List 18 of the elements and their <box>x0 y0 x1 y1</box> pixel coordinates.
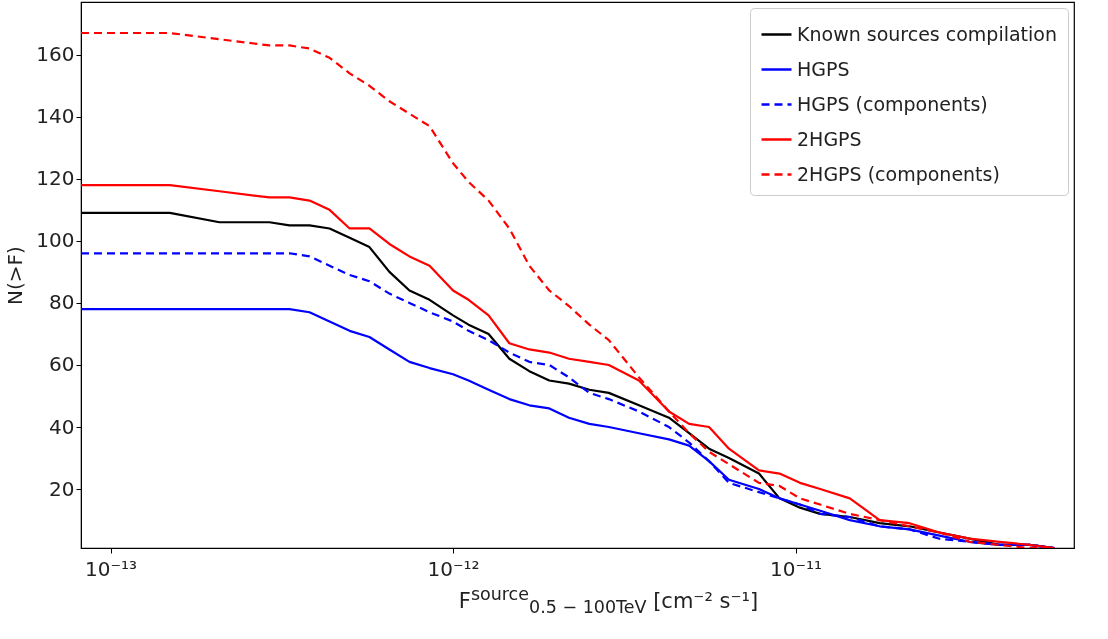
x-tick-label: 10⁻¹² <box>427 556 480 581</box>
x-tick-label: 10⁻¹³ <box>85 556 138 581</box>
legend-label: HGPS (components) <box>797 92 988 115</box>
y-tick-label: 160 <box>36 42 75 67</box>
y-tick-label: 120 <box>36 166 75 191</box>
y-tick-label: 20 <box>49 476 75 501</box>
y-tick-label: 140 <box>36 104 75 129</box>
x-tick-label: 10⁻¹¹ <box>770 556 823 581</box>
legend-label: Known sources compilation <box>797 22 1058 45</box>
y-axis-title: N(>F) <box>3 246 28 305</box>
y-tick-label: 100 <box>36 228 75 253</box>
y-tick-label: 60 <box>49 352 75 377</box>
y-tick-label: 40 <box>49 414 75 439</box>
x-axis-title: F$^{source}$$_{0.5 − 100TeV}$ [cm⁻² s⁻¹] <box>457 584 760 618</box>
legend-label: 2HGPS <box>797 127 862 150</box>
y-tick-label: 80 <box>49 290 75 315</box>
legend-label: HGPS <box>797 57 850 80</box>
legend-label: 2HGPS (components) <box>797 162 1000 185</box>
